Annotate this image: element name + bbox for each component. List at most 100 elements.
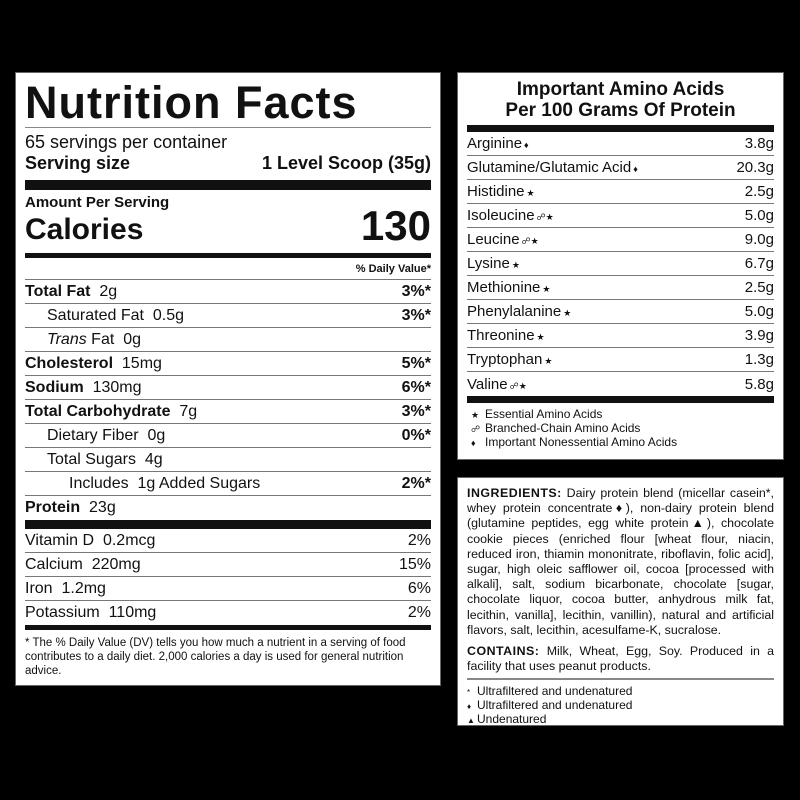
amino-row: Isoleucine ☍★ 5.0g: [467, 204, 774, 228]
amount-per-serving: Amount Per Serving: [25, 194, 170, 211]
footnote-symbol-icon: *: [467, 688, 471, 698]
nutrient-dv: 3%*: [401, 402, 431, 420]
footnote-symbol-icon: ♦: [467, 702, 472, 712]
vitamin-row: Potassium 110mg 2%: [25, 601, 431, 625]
ingredients-heading: INGREDIENTS:: [467, 486, 562, 500]
nutrient-row: Total Carbohydrate 7g 3%*: [25, 400, 431, 424]
amino-name: Leucine: [467, 231, 520, 248]
divider: [25, 520, 431, 529]
nutrient-amount: 0g: [147, 426, 166, 444]
vitamin-dv: 2%: [407, 531, 431, 549]
vitamin-name: Iron: [25, 579, 53, 597]
legend-text: Branched-Chain Amino Acids: [485, 421, 641, 435]
ingredient-footnote: ▲ Undenatured: [467, 713, 774, 727]
footnote-text: Ultrafiltered and undenatured: [477, 684, 633, 699]
divider: [467, 125, 774, 132]
amino-value: 5.0g: [744, 303, 774, 320]
amino-row: Methionine ★ 2.5g: [467, 276, 774, 300]
footnote-text: Undenatured: [477, 712, 547, 727]
ingredient-footnote: ♦ Ultrafiltered and undenatured: [467, 699, 774, 713]
divider: [25, 625, 431, 630]
ingredients-text: INGREDIENTS: Dairy protein blend (micell…: [467, 486, 774, 638]
vitamin-amount: 220mg: [91, 555, 141, 573]
amino-name: Valine: [467, 375, 508, 393]
legend-symbol-icon: ★: [471, 410, 480, 420]
calories-row: Calories 130: [25, 205, 431, 247]
amino-title: Important Amino Acids Per 100 Grams Of P…: [467, 79, 774, 125]
amino-legend-item: ★ Essential Amino Acids: [471, 408, 774, 422]
amino-legend-item: ☍ Branched-Chain Amino Acids: [471, 422, 774, 436]
amino-label: Isoleucine ☍★: [467, 207, 554, 224]
nutrient-name: Total Carbohydrate: [25, 402, 171, 420]
amino-symbol-icon: ☍★: [521, 236, 539, 246]
amino-label: Lysine ★: [467, 255, 520, 272]
vitamin-label: Potassium 110mg: [25, 604, 156, 622]
amino-row: Valine ☍★ 5.8g: [467, 372, 774, 396]
nutrient-name: Trans: [47, 330, 87, 348]
vitamin-dv: 6%: [407, 579, 431, 597]
nutrient-amount: 15mg: [121, 354, 162, 372]
calories-label: Calories: [25, 213, 144, 246]
amino-row: Arginine ♦ 3.8g: [467, 132, 774, 156]
nutrient-name: Total Sugars: [47, 450, 136, 468]
amino-title-line1: Important Amino Acids: [516, 79, 725, 100]
amino-title-line2: Per 100 Grams Of Protein: [505, 100, 736, 121]
amino-value: 5.0g: [744, 207, 774, 224]
vitamin-name: Vitamin D: [25, 531, 95, 549]
nutrient-dv: 0%*: [401, 426, 431, 444]
amino-value: 20.3g: [736, 159, 774, 176]
vitamin-dv: 2%: [407, 604, 431, 621]
nutrient-amount: 0.5g: [152, 306, 184, 324]
amino-label: Threonine ★: [467, 327, 545, 344]
amino-label: Tryptophan ★: [467, 351, 552, 368]
amino-row: Lysine ★ 6.7g: [467, 252, 774, 276]
amino-symbol-icon: ★: [526, 188, 535, 198]
legend-text: Essential Amino Acids: [485, 407, 603, 421]
amino-acids-panel: Important Amino Acids Per 100 Grams Of P…: [457, 72, 784, 460]
nutrient-label: Saturated Fat 0.5g: [47, 307, 184, 325]
nutrient-label: Dietary Fiber 0g: [47, 427, 165, 445]
nutrient-name: Saturated Fat: [47, 306, 144, 324]
serving-size-label: Serving size: [25, 153, 131, 173]
nutrition-title: Nutrition Facts: [25, 79, 431, 128]
nutrient-dv: 2%*: [401, 474, 431, 492]
nutrient-row: Dietary Fiber 0g 0%*: [25, 424, 431, 448]
vitamin-name: Calcium: [25, 555, 83, 573]
amino-name: Threonine: [467, 327, 535, 344]
amino-row: Phenylalanine ★ 5.0g: [467, 300, 774, 324]
nutrient-label: Protein 23g: [25, 499, 116, 517]
divider: [25, 180, 431, 190]
amino-symbol-icon: ★: [563, 308, 572, 318]
amino-value: 1.3g: [744, 351, 774, 368]
nutrient-name: Dietary Fiber: [47, 426, 139, 444]
amino-label: Methionine ★: [467, 279, 550, 296]
nutrient-row: Sodium 130mg 6%*: [25, 376, 431, 400]
vitamin-amount: 0.2mcg: [102, 531, 156, 549]
legend-symbol-icon: ☍: [471, 424, 481, 434]
vitamin-label: Calcium 220mg: [25, 556, 141, 574]
amino-symbol-icon: ☍★: [509, 380, 527, 391]
amino-row: Leucine ☍★ 9.0g: [467, 228, 774, 252]
ingredients-list: Dairy protein blend (micellar casein*, w…: [467, 486, 774, 637]
nutrient-dv: 5%*: [401, 354, 431, 372]
servings-per-container: 65 servings per container: [25, 132, 228, 152]
amino-label: Leucine ☍★: [467, 231, 539, 248]
nutrient-name-suffix: Fat: [91, 330, 115, 348]
nutrient-label: Total Sugars 4g: [47, 451, 163, 469]
legend-text: Important Nonessential Amino Acids: [485, 435, 678, 449]
amino-label: Phenylalanine ★: [467, 303, 571, 320]
legend-symbol-icon: ♦: [471, 438, 476, 448]
amino-label: Arginine ♦: [467, 135, 529, 152]
amino-row: Histidine ★ 2.5g: [467, 180, 774, 204]
amino-row: Threonine ★ 3.9g: [467, 324, 774, 348]
contains-list: Milk, Wheat, Egg, Soy. Produced in a fac…: [467, 644, 774, 674]
amino-symbol-icon: ★: [511, 260, 520, 270]
daily-value-header: % Daily Value*: [25, 258, 431, 280]
nutrient-amount: 4g: [144, 450, 163, 468]
amino-symbol-icon: ★: [536, 332, 545, 342]
vitamin-name: Potassium: [25, 604, 100, 621]
nutrient-row: Saturated Fat 0.5g 3%*: [25, 304, 431, 328]
nutrient-dv: 3%*: [401, 306, 431, 324]
amino-symbol-icon: ★: [542, 284, 551, 294]
nutrient-amount: 0g: [123, 330, 141, 348]
